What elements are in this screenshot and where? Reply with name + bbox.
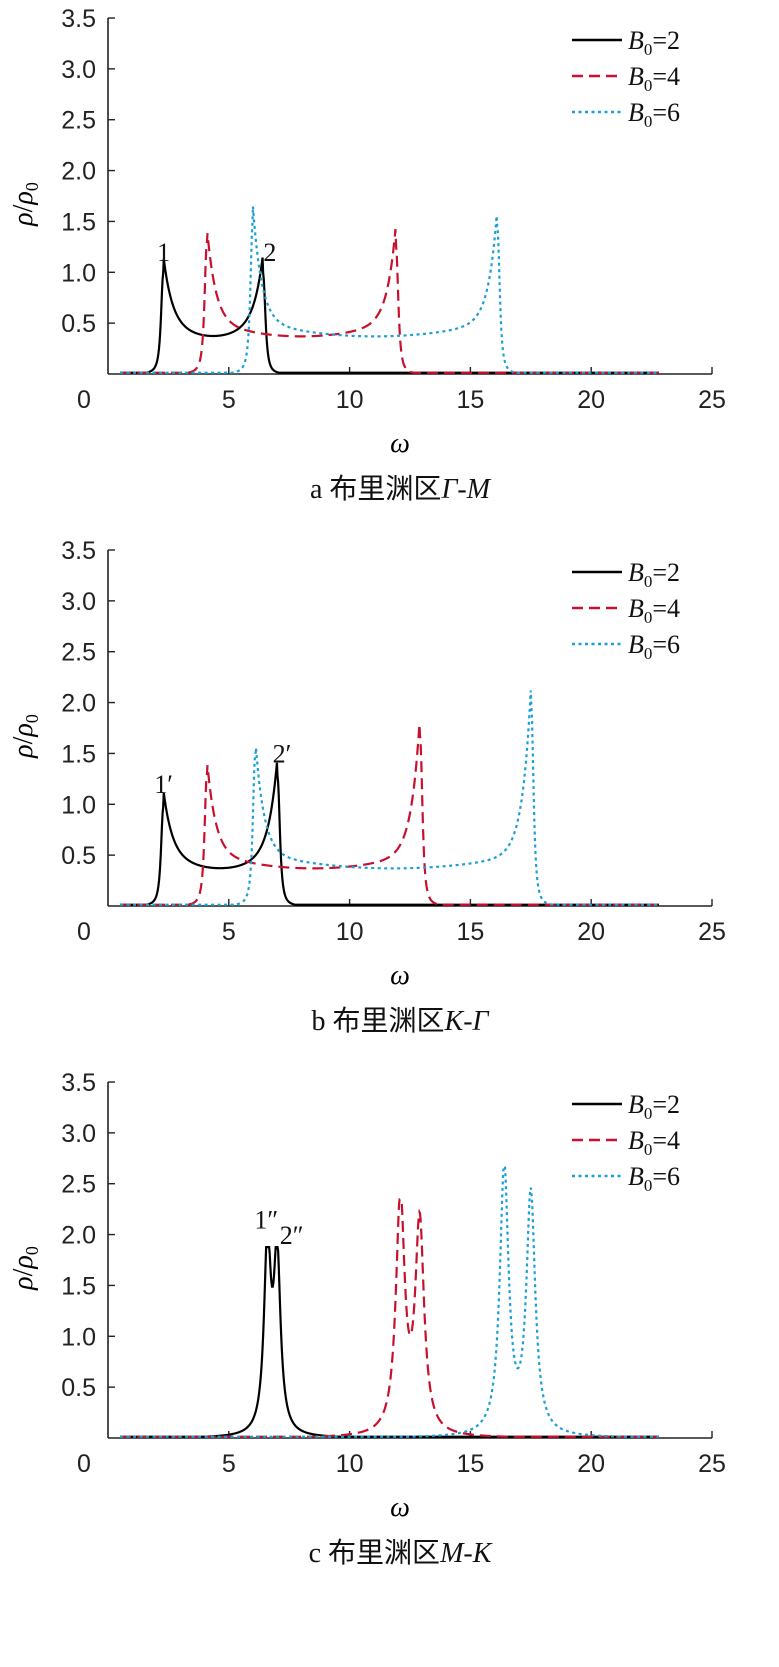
x-tick-label: 20: [577, 386, 605, 414]
peak-annotation: 2′: [273, 740, 292, 769]
y-tick-label: 1.5: [61, 208, 96, 236]
x-axis-label: ω: [390, 428, 410, 459]
y-tick-label: 3.5: [61, 5, 96, 33]
x-tick-label: 15: [456, 386, 484, 414]
y-tick-label: 1.0: [61, 791, 96, 819]
y-tick-label: 2.0: [61, 690, 96, 718]
svg-text:ρ/ρ0: ρ/ρ0: [8, 714, 42, 759]
chart-panel-a: 0 5 10 15 20 25 0.5 1.0 1.5 2.0 2.5 3.0 3.5 ω ρ/ρ0 B0=2…: [8, 5, 726, 505]
legend-label: B0=2: [628, 26, 680, 59]
y-axis-label: ρ/ρ0: [8, 714, 42, 759]
y-tick-label: 1.5: [61, 740, 96, 768]
series-line-b0-4: [120, 1198, 659, 1438]
peak-annotation: 2: [263, 238, 276, 267]
series-line-b0-6: [120, 206, 659, 374]
x-tick-label: 20: [577, 918, 605, 946]
y-tick-label: 3.0: [61, 1120, 96, 1148]
chart-panel-c: 0 5 10 15 20 25 0.5 1.0 1.5 2.0 2.5 3.0 3.5 ω ρ/ρ0 B0=2…: [8, 1069, 726, 1569]
svg-text:ρ/ρ0: ρ/ρ0: [8, 1246, 42, 1291]
legend-label: B0=6: [628, 1162, 680, 1195]
figure-caption: a 布里渊区Γ-M: [310, 472, 492, 505]
x-tick-label: 15: [456, 918, 484, 946]
y-tick-label: 0.5: [61, 1374, 96, 1402]
legend-label: B0=2: [628, 558, 680, 591]
x-tick-label: 0: [77, 918, 91, 946]
y-tick-label: 1.0: [61, 259, 96, 287]
figure-caption: c 布里渊区M-K: [309, 1536, 493, 1569]
peak-annotation: 1′: [154, 770, 173, 799]
peak-annotation: 2″: [280, 1221, 304, 1250]
x-tick-label: 0: [77, 386, 91, 414]
x-tick-label: 20: [577, 1450, 605, 1478]
peak-annotation: 1″: [254, 1206, 278, 1235]
legend-label: B0=6: [628, 98, 680, 131]
x-tick-label: 15: [456, 1450, 484, 1478]
x-axis-label: ω: [390, 960, 410, 991]
y-tick-label: 2.5: [61, 107, 96, 135]
x-tick-label: 10: [336, 386, 364, 414]
series-line-b0-4: [120, 229, 659, 374]
series-line-b0-2: [120, 1246, 659, 1438]
x-tick-label: 5: [222, 386, 236, 414]
legend-label: B0=4: [628, 62, 680, 95]
x-tick-label: 10: [336, 1450, 364, 1478]
chart-panel-b: 0 5 10 15 20 25 0.5 1.0 1.5 2.0 2.5 3.0 3.5 ω ρ/ρ0 B0=2…: [8, 537, 726, 1037]
y-tick-label: 2.5: [61, 1171, 96, 1199]
legend-label: B0=4: [628, 1126, 680, 1159]
svg-text:ρ/ρ0: ρ/ρ0: [8, 182, 42, 227]
y-tick-label: 2.0: [61, 1222, 96, 1250]
y-tick-label: 2.0: [61, 158, 96, 186]
series-line-b0-6: [120, 1165, 659, 1438]
y-axis-label: ρ/ρ0: [8, 182, 42, 227]
y-tick-label: 3.0: [61, 56, 96, 84]
legend-label: B0=6: [628, 630, 680, 663]
x-tick-label: 0: [77, 1450, 91, 1478]
y-axis-label: ρ/ρ0: [8, 1246, 42, 1291]
legend-label: B0=2: [628, 1090, 680, 1123]
figure-caption: b 布里渊区K-Γ: [312, 1004, 490, 1037]
peak-annotation: 1: [157, 238, 170, 267]
y-tick-label: 0.5: [61, 310, 96, 338]
x-axis-label: ω: [390, 1492, 410, 1523]
x-tick-label: 25: [698, 1450, 726, 1478]
series-line-b0-6: [120, 690, 659, 906]
x-tick-label: 5: [222, 1450, 236, 1478]
y-tick-label: 1.0: [61, 1323, 96, 1351]
x-tick-label: 25: [698, 918, 726, 946]
y-tick-label: 3.0: [61, 588, 96, 616]
y-tick-label: 2.5: [61, 639, 96, 667]
x-tick-label: 10: [336, 918, 364, 946]
y-tick-label: 3.5: [61, 1069, 96, 1097]
y-tick-label: 0.5: [61, 842, 96, 870]
x-tick-label: 5: [222, 918, 236, 946]
y-tick-label: 3.5: [61, 537, 96, 565]
x-tick-label: 25: [698, 386, 726, 414]
series-line-b0-4: [120, 724, 659, 906]
y-tick-label: 1.5: [61, 1272, 96, 1300]
legend-label: B0=4: [628, 594, 680, 627]
